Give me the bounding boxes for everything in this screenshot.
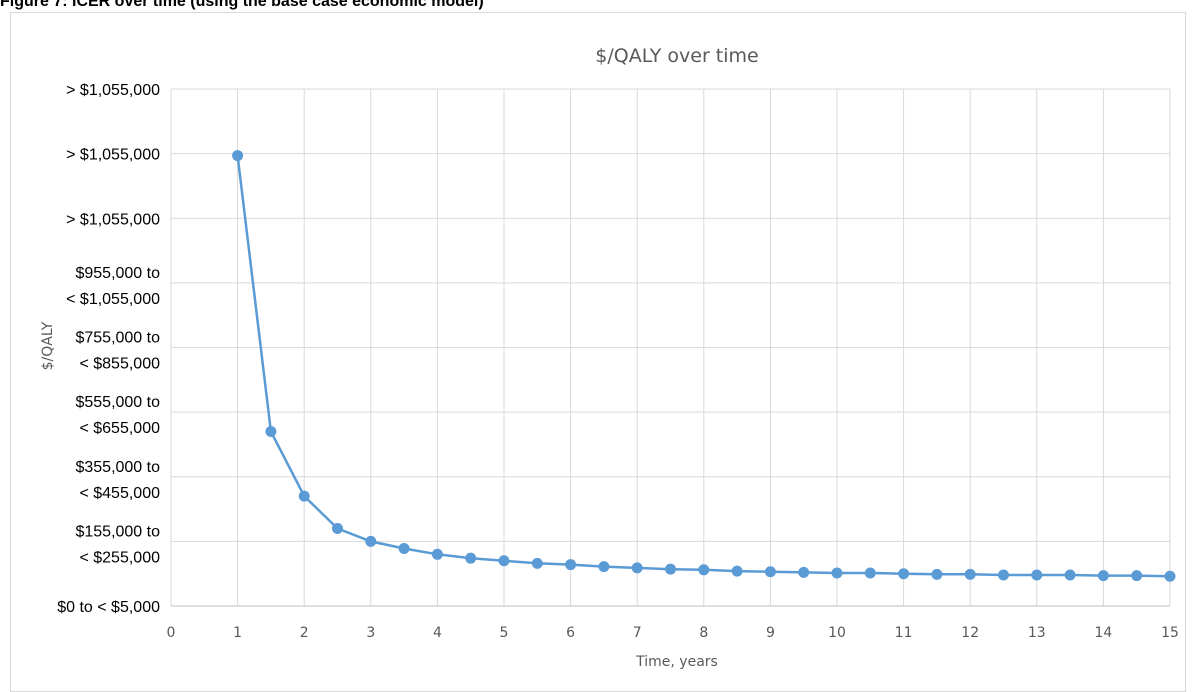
chart-frame: [10, 12, 1186, 692]
data-point: [1097, 570, 1109, 582]
x-tick-label: 15: [1161, 625, 1179, 641]
x-tick-label: 1: [233, 625, 242, 641]
x-tick-label: 13: [1028, 625, 1046, 641]
data-point: [232, 150, 244, 162]
data-point: [298, 490, 310, 502]
data-point: [1064, 569, 1076, 581]
data-point: [265, 426, 277, 438]
data-point: [1131, 570, 1143, 582]
y-tick-label: $155,000 to: [75, 523, 160, 540]
data-point: [665, 563, 676, 575]
data-point: [931, 568, 943, 580]
x-tick-label: 11: [895, 625, 913, 641]
x-tick-label: 0: [167, 625, 176, 641]
data-point: [1164, 570, 1176, 582]
chart-title: $/QALY over time: [595, 45, 759, 67]
data-point: [398, 542, 410, 554]
x-tick-label: 8: [699, 625, 708, 641]
y-tick-label: > $1,055,000: [66, 147, 160, 164]
y-tick-label: < $1,055,000: [66, 291, 160, 308]
x-tick-labels: 0 1 2 3 4 5 6 7 8 9 10 11 12 13 14 15: [167, 625, 1179, 641]
data-point: [565, 559, 577, 571]
data-point: [898, 568, 910, 580]
data-point: [498, 555, 510, 567]
y-tick-label: < $855,000: [79, 356, 160, 373]
data-point: [731, 565, 743, 577]
x-tick-label: 7: [633, 625, 642, 641]
x-tick-label: 10: [828, 625, 846, 641]
x-tick-label: 6: [566, 625, 575, 641]
y-tick-label: < $255,000: [79, 549, 160, 566]
y-tick-label: $755,000 to: [75, 330, 160, 347]
y-tick-label: > $1,055,000: [66, 211, 160, 228]
x-axis-label: Time, years: [635, 654, 718, 670]
data-point: [831, 567, 843, 579]
data-point: [465, 552, 477, 564]
x-tick-label: 4: [433, 625, 442, 641]
x-tick-label: 12: [961, 625, 979, 641]
x-tick-label: 9: [766, 625, 775, 641]
y-tick-label: > $1,055,000: [66, 82, 160, 99]
x-tick-label: 2: [300, 625, 309, 641]
y-axis-label: $/QALY: [40, 321, 56, 370]
data-point: [431, 548, 443, 560]
y-tick-label: < $455,000: [79, 485, 160, 502]
x-tick-label: 5: [500, 625, 509, 641]
data-point: [332, 522, 343, 534]
data-point: [598, 561, 610, 573]
data-point: [631, 562, 643, 574]
figure-caption: Figure 7: ICER over time (using the base…: [0, 0, 484, 10]
x-tick-label: 14: [1094, 625, 1112, 641]
data-point: [764, 566, 776, 578]
data-point: [864, 567, 876, 579]
y-tick-labels: $0 to < $5,000 $155,000 to < $255,000 $355,…: [57, 82, 160, 616]
y-tick-label: < $655,000: [79, 420, 160, 437]
grid: [170, 88, 1171, 607]
data-point: [365, 535, 377, 547]
data-point: [531, 557, 543, 569]
series: [232, 150, 1176, 582]
x-tick-label: 3: [366, 625, 375, 641]
y-tick-label: $0 to < $5,000: [57, 599, 160, 616]
data-point: [998, 569, 1009, 581]
data-point: [798, 566, 810, 578]
y-tick-label: $555,000 to: [75, 394, 160, 411]
data-point: [698, 564, 710, 576]
y-tick-label: $355,000 to: [75, 459, 160, 476]
data-point: [1031, 569, 1043, 581]
data-point: [964, 568, 976, 580]
y-tick-label: $955,000 to: [75, 265, 160, 282]
